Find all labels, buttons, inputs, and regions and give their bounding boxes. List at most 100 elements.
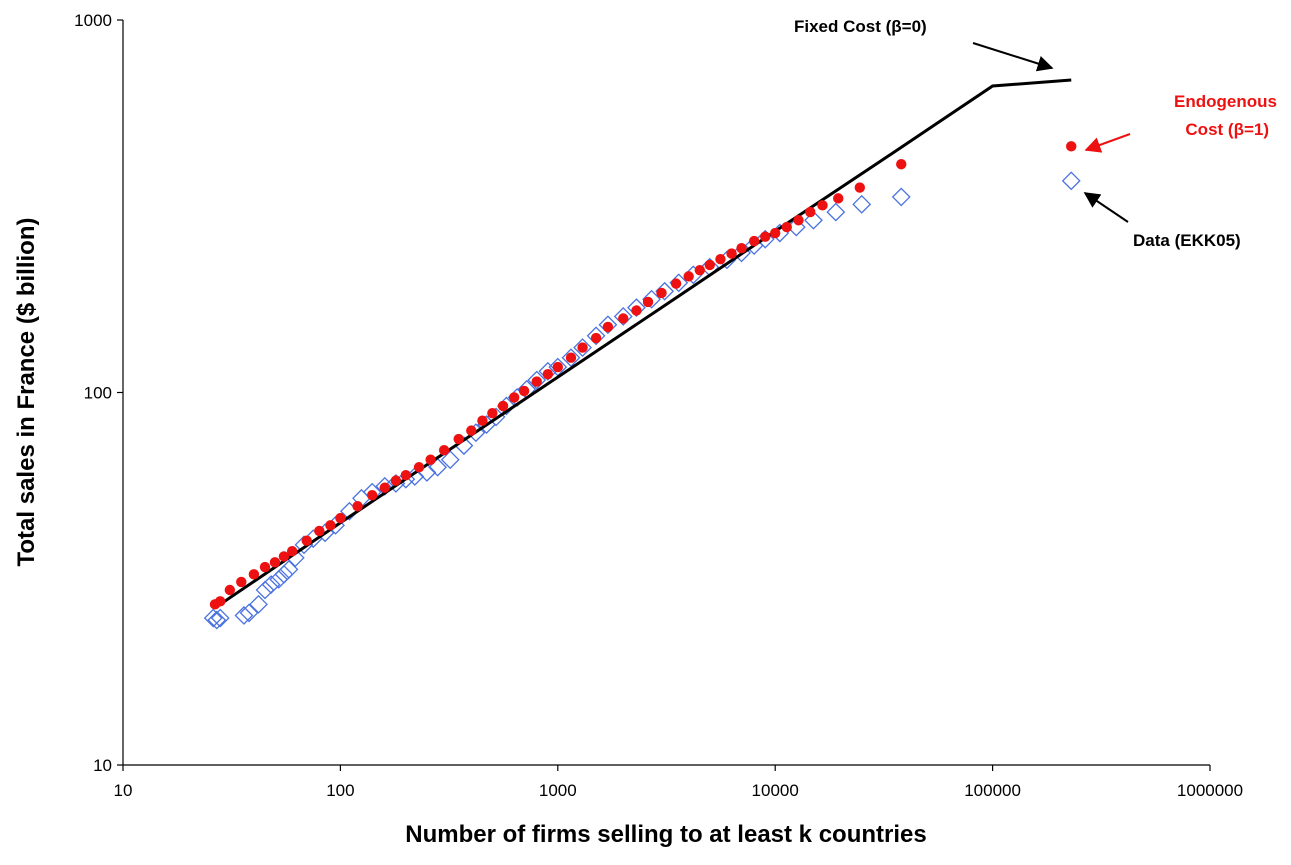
- endogenous-cost-point: [770, 227, 781, 239]
- endogenous-cost-point: [565, 352, 577, 363]
- endogenous-cost-point: [631, 305, 642, 316]
- data-point: [891, 187, 911, 207]
- endogenous-cost-point: [508, 392, 520, 403]
- endogenous-cost-point: [278, 551, 290, 562]
- endogenous-cost-point: [413, 462, 425, 473]
- endogenous-cost-point: [269, 557, 281, 568]
- data-point: [755, 229, 775, 249]
- x-tick-label: 1000: [539, 781, 577, 800]
- data-point: [852, 194, 872, 214]
- endogenous-cost-point: [748, 235, 760, 247]
- data-point: [1061, 171, 1081, 191]
- axes: 10 100 1000 10000 100000 1000000 10 100 1000: [74, 11, 1243, 800]
- endogenous-cost-point: [466, 425, 477, 436]
- arrow-endogenous-cost: [1084, 133, 1131, 153]
- endogenous-cost-point: [224, 584, 236, 596]
- annotation-endogenous-cost-1: Endogenous: [1174, 92, 1277, 111]
- endogenous-cost-point: [590, 332, 602, 344]
- data-point: [613, 307, 633, 326]
- endogenous-cost-point: [325, 520, 336, 531]
- arrow-data: [1083, 192, 1129, 223]
- endogenous-cost-point: [854, 182, 866, 193]
- endogenous-cost-point: [726, 248, 737, 259]
- x-ticks: 10 100 1000 10000 100000 1000000: [114, 765, 1243, 800]
- endogenous-cost-point: [259, 561, 271, 573]
- endogenous-cost-point: [736, 242, 747, 254]
- endogenous-cost-point: [236, 576, 247, 588]
- endogenous-cost-point: [704, 259, 715, 271]
- endogenous-cost-point: [248, 569, 260, 580]
- endogenous-cost-point: [552, 361, 563, 373]
- endogenous-cost-point: [301, 535, 312, 546]
- data-point: [440, 450, 460, 470]
- endogenous-cost-point: [602, 321, 614, 333]
- annotation-endogenous-cost-2: Cost (β=1): [1185, 120, 1269, 139]
- endogenous-cost-point: [1066, 141, 1077, 152]
- x-axis-title: Number of firms selling to at least k co…: [405, 821, 926, 848]
- endogenous-cost-point: [683, 271, 694, 282]
- endogenous-cost-point: [215, 596, 226, 607]
- endogenous-cost-point: [390, 475, 402, 486]
- endogenous-cost-point: [642, 296, 654, 308]
- data-point: [255, 580, 275, 600]
- endogenous-cost-point: [286, 545, 298, 557]
- data-point: [598, 315, 618, 335]
- endogenous-cost-point: [715, 253, 726, 265]
- data-point: [261, 575, 281, 595]
- data-point: [561, 348, 581, 368]
- data-point: [826, 202, 846, 222]
- endogenous-cost-point: [425, 454, 436, 465]
- series-data: [203, 171, 1081, 630]
- x-tick-label: 100: [326, 781, 354, 800]
- data-point: [234, 606, 254, 625]
- annotation-data: Data (EKK05): [1133, 231, 1241, 250]
- endogenous-cost-point: [670, 278, 682, 289]
- endogenous-cost-point: [477, 415, 488, 426]
- endogenous-cost-point: [487, 407, 498, 419]
- data-point: [642, 289, 661, 309]
- endogenous-cost-point: [694, 264, 706, 276]
- endogenous-cost-point: [497, 400, 509, 412]
- data-point: [804, 210, 823, 230]
- series-endogenous-cost: [209, 141, 1077, 610]
- data-point: [655, 281, 675, 301]
- endogenous-cost-point: [833, 193, 844, 204]
- endogenous-cost-point: [438, 445, 450, 456]
- endogenous-cost-point: [618, 313, 629, 324]
- data-point: [274, 564, 294, 584]
- data-point: [207, 610, 227, 630]
- endogenous-cost-point: [817, 200, 828, 211]
- endogenous-cost-point: [577, 342, 588, 353]
- x-tick-label: 10: [114, 781, 133, 800]
- endogenous-cost-point: [781, 221, 792, 233]
- data-point: [527, 370, 547, 390]
- x-tick-label: 10000: [752, 781, 799, 800]
- data-point: [269, 569, 289, 589]
- y-tick-label: 1000: [74, 11, 112, 30]
- data-point: [573, 338, 592, 358]
- endogenous-cost-point: [400, 469, 412, 481]
- endogenous-cost-point: [314, 525, 325, 537]
- endogenous-cost-point: [453, 433, 464, 445]
- endogenous-cost-point: [352, 501, 363, 512]
- endogenous-cost-point: [760, 231, 771, 242]
- y-tick-label: 10: [93, 756, 112, 775]
- endogenous-cost-point: [542, 368, 554, 380]
- y-axis-title: Total sales in France ($ billion): [13, 218, 40, 567]
- fixed-cost-line: [219, 78, 1072, 606]
- data-point: [627, 298, 646, 318]
- data-point: [586, 326, 606, 346]
- endogenous-cost-point: [379, 482, 390, 493]
- y-ticks: 10 100 1000: [74, 11, 123, 775]
- data-point: [210, 608, 230, 628]
- y-tick-label: 100: [84, 384, 112, 403]
- x-tick-label: 100000: [964, 781, 1021, 800]
- endogenous-cost-point: [896, 159, 907, 170]
- endogenous-cost-point: [335, 512, 346, 524]
- endogenous-cost-point: [531, 376, 542, 387]
- endogenous-cost-point: [518, 385, 530, 397]
- series-fixed-cost-line: [219, 78, 1072, 606]
- annotation-fixed-cost: Fixed Cost (β=0): [794, 17, 927, 36]
- endogenous-cost-point: [793, 215, 804, 226]
